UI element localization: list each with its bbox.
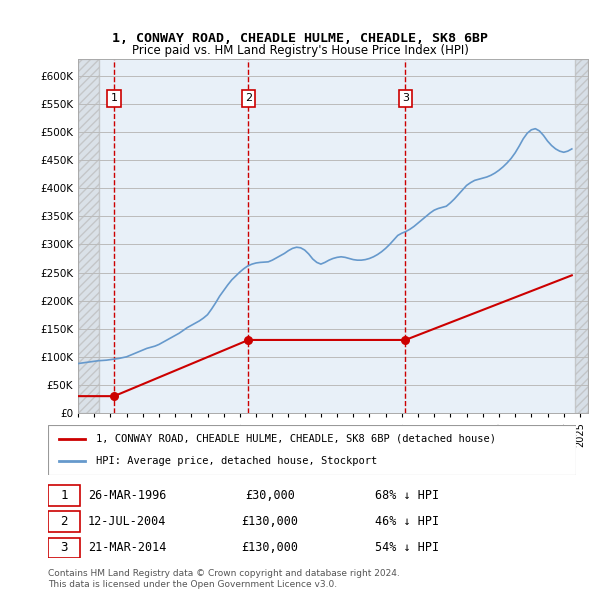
FancyBboxPatch shape — [48, 537, 80, 558]
Point — [109, 391, 119, 401]
Text: £30,000: £30,000 — [245, 489, 295, 502]
Text: 26-MAR-1996: 26-MAR-1996 — [88, 489, 166, 502]
Bar — [575, 59, 588, 413]
Text: 3: 3 — [402, 93, 409, 103]
Point — [244, 335, 253, 345]
Text: 68% ↓ HPI: 68% ↓ HPI — [375, 489, 439, 502]
Text: £130,000: £130,000 — [241, 542, 298, 555]
Text: 21-MAR-2014: 21-MAR-2014 — [88, 542, 166, 555]
Text: 1: 1 — [60, 489, 68, 502]
Text: 54% ↓ HPI: 54% ↓ HPI — [375, 542, 439, 555]
FancyBboxPatch shape — [48, 485, 80, 506]
Text: Price paid vs. HM Land Registry's House Price Index (HPI): Price paid vs. HM Land Registry's House … — [131, 44, 469, 57]
Text: 12-JUL-2004: 12-JUL-2004 — [88, 515, 166, 528]
Text: HPI: Average price, detached house, Stockport: HPI: Average price, detached house, Stoc… — [95, 456, 377, 466]
Text: £130,000: £130,000 — [241, 515, 298, 528]
Text: 2: 2 — [245, 93, 252, 103]
Point — [401, 335, 410, 345]
Text: 1, CONWAY ROAD, CHEADLE HULME, CHEADLE, SK8 6BP: 1, CONWAY ROAD, CHEADLE HULME, CHEADLE, … — [112, 32, 488, 45]
Text: 1: 1 — [110, 93, 118, 103]
Bar — [78, 59, 99, 413]
Text: 3: 3 — [60, 542, 68, 555]
Text: 1, CONWAY ROAD, CHEADLE HULME, CHEADLE, SK8 6BP (detached house): 1, CONWAY ROAD, CHEADLE HULME, CHEADLE, … — [95, 434, 496, 444]
Text: Contains HM Land Registry data © Crown copyright and database right 2024.
This d: Contains HM Land Registry data © Crown c… — [48, 569, 400, 589]
Text: 2: 2 — [60, 515, 68, 528]
FancyBboxPatch shape — [48, 425, 576, 475]
FancyBboxPatch shape — [48, 512, 80, 532]
Text: 46% ↓ HPI: 46% ↓ HPI — [375, 515, 439, 528]
Bar — [78, 59, 99, 413]
